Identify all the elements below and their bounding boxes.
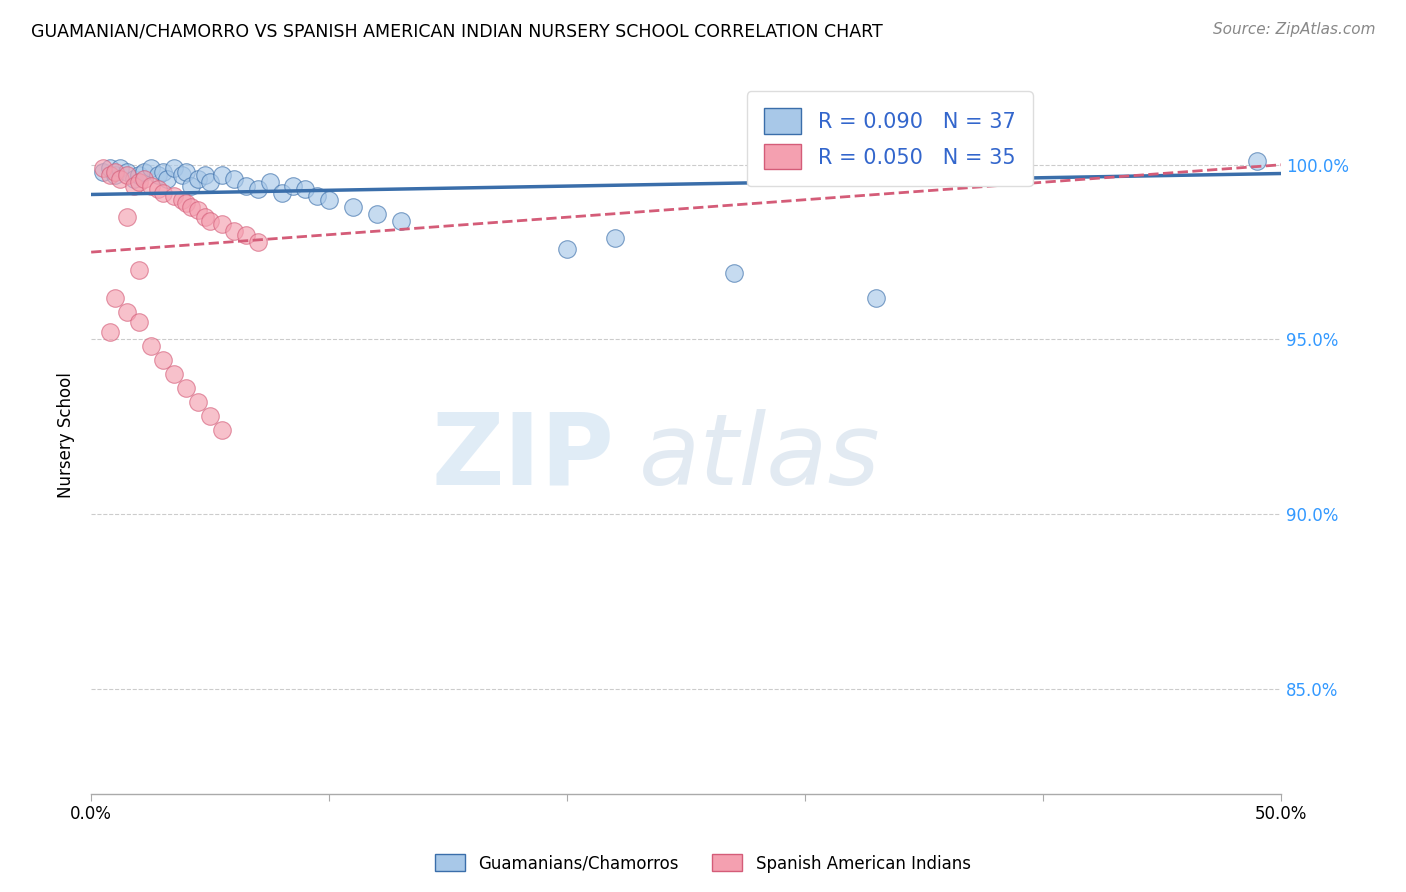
Point — [603, 231, 626, 245]
Point — [139, 339, 162, 353]
Point — [170, 168, 193, 182]
Point — [246, 235, 269, 249]
Point — [259, 175, 281, 189]
Point — [104, 165, 127, 179]
Text: Source: ZipAtlas.com: Source: ZipAtlas.com — [1212, 22, 1375, 37]
Point — [128, 168, 150, 182]
Point — [211, 423, 233, 437]
Point — [235, 227, 257, 242]
Point — [176, 165, 198, 179]
Point — [194, 210, 217, 224]
Point — [108, 161, 131, 176]
Point — [342, 200, 364, 214]
Point — [152, 353, 174, 368]
Point — [389, 213, 412, 227]
Point — [115, 168, 138, 182]
Point — [115, 165, 138, 179]
Point — [170, 193, 193, 207]
Point — [163, 368, 186, 382]
Point — [366, 207, 388, 221]
Point — [1246, 154, 1268, 169]
Point — [98, 161, 121, 176]
Point — [198, 213, 221, 227]
Point — [222, 171, 245, 186]
Point — [108, 171, 131, 186]
Point — [132, 171, 155, 186]
Point — [198, 175, 221, 189]
Point — [128, 262, 150, 277]
Text: GUAMANIAN/CHAMORRO VS SPANISH AMERICAN INDIAN NURSERY SCHOOL CORRELATION CHART: GUAMANIAN/CHAMORRO VS SPANISH AMERICAN I… — [31, 22, 883, 40]
Point — [98, 168, 121, 182]
Point — [91, 161, 114, 176]
Point — [122, 178, 145, 193]
Point — [235, 178, 257, 193]
Text: ZIP: ZIP — [432, 409, 614, 506]
Point — [104, 168, 127, 182]
Point — [723, 266, 745, 280]
Point — [163, 161, 186, 176]
Point — [91, 165, 114, 179]
Point — [139, 161, 162, 176]
Point — [180, 200, 202, 214]
Point — [187, 203, 209, 218]
Point — [139, 178, 162, 193]
Point — [187, 171, 209, 186]
Point — [128, 175, 150, 189]
Point — [146, 182, 169, 196]
Point — [555, 242, 578, 256]
Legend: R = 0.090   N = 37, R = 0.050   N = 35: R = 0.090 N = 37, R = 0.050 N = 35 — [748, 92, 1032, 186]
Point — [198, 409, 221, 424]
Legend: Guamanians/Chamorros, Spanish American Indians: Guamanians/Chamorros, Spanish American I… — [429, 847, 977, 880]
Text: atlas: atlas — [638, 409, 880, 506]
Point — [115, 304, 138, 318]
Y-axis label: Nursery School: Nursery School — [58, 373, 75, 499]
Point — [156, 171, 179, 186]
Point — [194, 168, 217, 182]
Point — [318, 193, 340, 207]
Point — [132, 165, 155, 179]
Point — [187, 395, 209, 409]
Point — [104, 291, 127, 305]
Point — [294, 182, 316, 196]
Point — [176, 381, 198, 395]
Point — [122, 171, 145, 186]
Point — [128, 315, 150, 329]
Point — [211, 217, 233, 231]
Point — [176, 196, 198, 211]
Point — [152, 186, 174, 200]
Point — [270, 186, 292, 200]
Point — [163, 189, 186, 203]
Point — [98, 326, 121, 340]
Point — [180, 178, 202, 193]
Point — [146, 168, 169, 182]
Point — [211, 168, 233, 182]
Point — [283, 178, 305, 193]
Point — [307, 189, 329, 203]
Point — [865, 291, 887, 305]
Point — [152, 165, 174, 179]
Point — [246, 182, 269, 196]
Point — [222, 224, 245, 238]
Point — [115, 210, 138, 224]
